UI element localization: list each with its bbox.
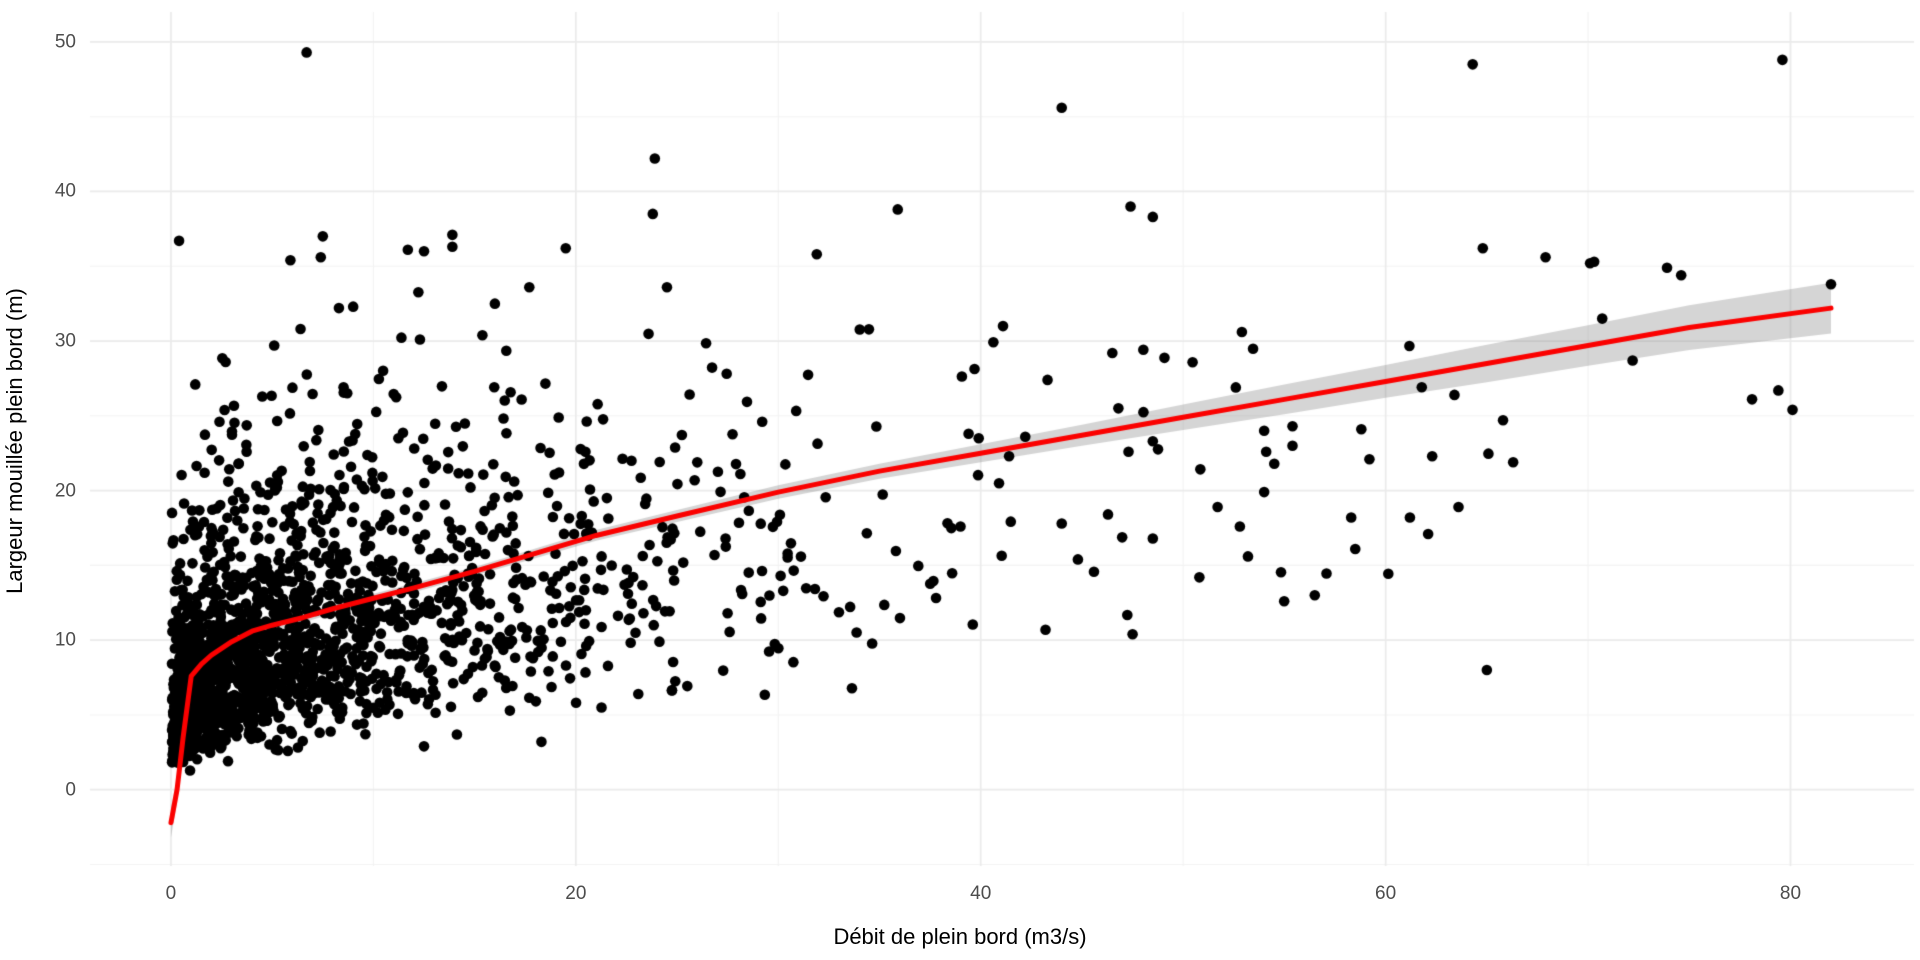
x-tick-label: 0: [165, 883, 177, 904]
y-tick-label: 30: [54, 330, 76, 352]
y-tick-label: 20: [54, 480, 76, 502]
x-tick-label: 60: [1375, 883, 1397, 904]
y-tick-label: 50: [54, 31, 76, 53]
y-tick-label: 0: [65, 779, 76, 801]
y-axis-title: Largeur mouillée plein bord (m): [2, 288, 27, 594]
y-tick-label: 10: [54, 629, 76, 651]
y-tick-label: 40: [54, 180, 76, 202]
x-axis-title: Débit de plein bord (m3/s): [833, 924, 1087, 949]
x-tick-label: 40: [970, 883, 992, 904]
x-tick-label: 80: [1779, 883, 1802, 904]
x-tick-label: 20: [565, 883, 587, 904]
